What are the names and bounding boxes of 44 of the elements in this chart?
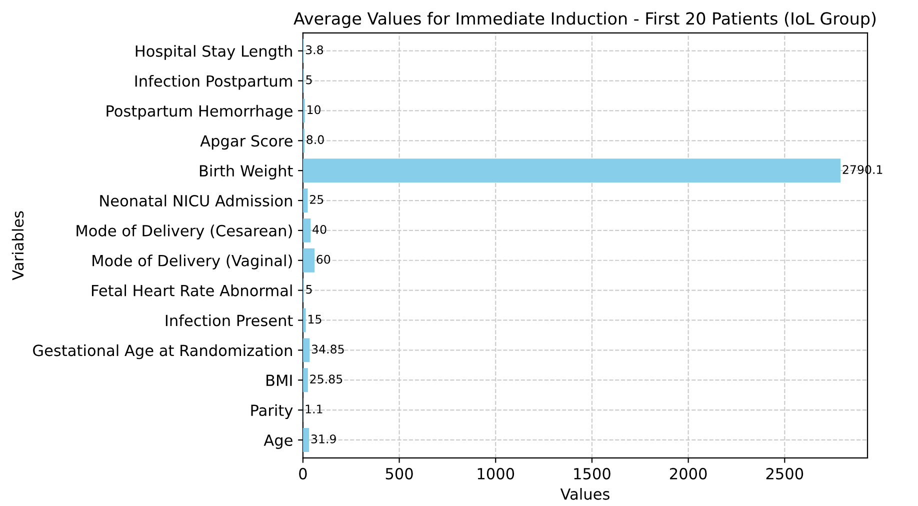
data-label: 15	[308, 314, 322, 324]
y-tick-label: Gestational Age at Randomization	[33, 344, 292, 360]
data-label: 60	[316, 254, 330, 264]
y-tick-label: Birth Weight	[200, 164, 293, 180]
y-tick-label: Mode of Delivery (Vaginal)	[92, 254, 292, 270]
chart-title: Average Values for Immediate Induction - First 20 Patients (IoL Group)	[294, 12, 876, 28]
y-tick-label: BMI	[266, 374, 292, 386]
data-label: 25	[310, 195, 324, 204]
data-label: 8.0	[306, 135, 324, 144]
x-tick-label: 1000	[478, 468, 514, 480]
y-tick-label: Infection Postpartum	[135, 74, 292, 90]
x-tick-label: 500	[386, 468, 413, 480]
data-label: 40	[312, 224, 326, 234]
x-tick-label: 1500	[574, 468, 610, 480]
y-tick-label: Hospital Stay Length	[136, 45, 292, 60]
bar	[302, 248, 314, 272]
bar	[302, 308, 306, 332]
data-label: 3.8	[306, 45, 324, 54]
data-label: 25.85	[310, 374, 342, 384]
x-tick-label: 2000	[670, 468, 707, 480]
y-tick-label: Apgar Score	[200, 135, 292, 150]
y-axis-title: Variables	[12, 211, 24, 280]
bar	[302, 188, 308, 212]
bar	[302, 368, 308, 392]
y-tick-label: Fetal Heart Rate Abnormal	[92, 284, 292, 296]
x-tick-label: 0	[299, 468, 307, 480]
data-label: 5	[306, 284, 312, 294]
x-tick-label: 2500	[766, 468, 804, 480]
y-tick-label: Infection Present	[166, 314, 293, 326]
data-label: 5	[306, 75, 312, 84]
x-axis-title: Values	[560, 488, 610, 500]
data-label: 34.85	[312, 344, 344, 354]
data-label: 31.9	[311, 434, 336, 444]
bar	[302, 338, 310, 362]
bar	[302, 218, 311, 242]
data-label: 10	[308, 105, 320, 114]
y-tick-label: Neonatal NICU Admission	[100, 194, 292, 207]
y-tick-label: Mode of Delivery (Cesarean)	[76, 224, 292, 240]
bar	[302, 428, 310, 452]
bar	[302, 158, 841, 183]
y-tick-label: Postpartum Hemorrhage	[106, 104, 292, 120]
y-tick-label: Parity	[251, 404, 293, 420]
y-tick-label: Age	[264, 434, 292, 449]
data-label: 1.1	[306, 404, 322, 414]
